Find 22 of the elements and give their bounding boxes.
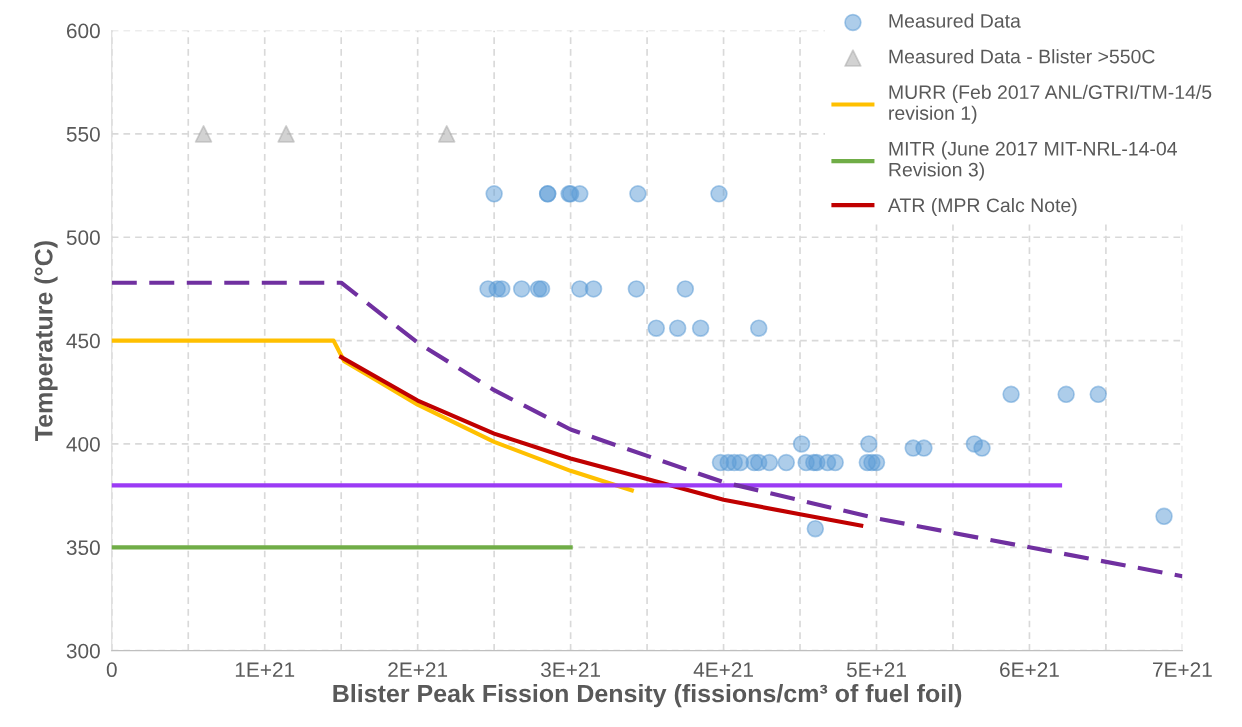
legend-label: MURR (Feb 2017 ANL/GTRI/TM-14/5 revision 1) xyxy=(889,84,1212,124)
legend-label: MITR (June 2017 MIT-NRL-14-04 Revision 3) xyxy=(889,141,1177,181)
x-tick-label: 5E+21 xyxy=(846,662,906,678)
x-tick-label: 4E+21 xyxy=(693,662,753,677)
legend-label: ATR (MPR Calc Note) xyxy=(887,197,1077,217)
x-axis-title: Blister Peak Fission Density (fissions/cm³ of fuel foil) xyxy=(333,683,962,708)
x-tick-label: 6E+21 xyxy=(1000,662,1059,678)
x-tick-label: 0 xyxy=(106,662,117,678)
x-tick-label: 1E+21 xyxy=(235,662,295,677)
legend-label: Measured Data xyxy=(889,13,1021,28)
y-tick-label: 350 xyxy=(66,540,100,556)
y-tick-label: 400 xyxy=(66,436,100,452)
legend-label: Measured Data - Blister >550C xyxy=(889,49,1155,64)
y-tick-label: 450 xyxy=(66,333,100,349)
y-tick-label: 500 xyxy=(66,230,100,245)
x-tick-label: 7E+21 xyxy=(1153,662,1212,677)
x-tick-label: 2E+21 xyxy=(388,662,448,677)
y-tick-label: 600 xyxy=(66,23,100,39)
y-tick-label: 300 xyxy=(66,643,100,659)
y-axis-title: Temperature (°C) xyxy=(34,241,58,441)
x-tick-label: 3E+21 xyxy=(540,662,600,678)
y-tick-label: 550 xyxy=(66,126,100,142)
